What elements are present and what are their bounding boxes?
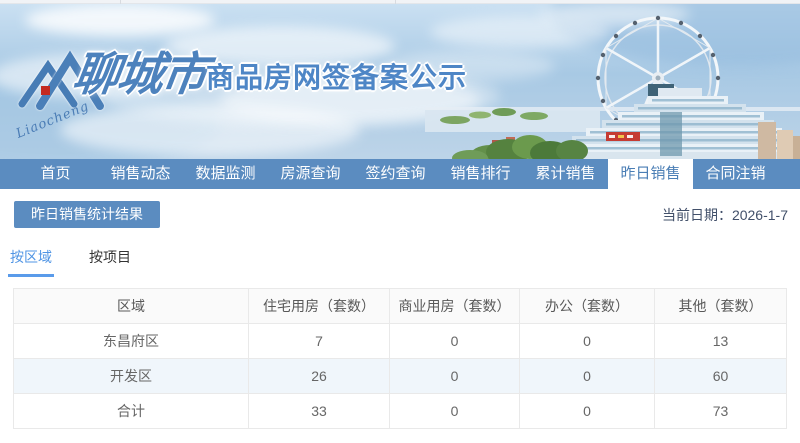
- main-nav: 首页 销售动态 数据监测 房源查询 签约查询 销售排行 累计销售 昨日销售 合同…: [0, 159, 800, 189]
- cell-office: 0: [519, 358, 655, 394]
- cell-commercial: 0: [389, 323, 520, 359]
- cell-region: 东昌府区: [13, 323, 249, 359]
- nav-item-yesterday-sales[interactable]: 昨日销售: [608, 159, 693, 189]
- top-strip-divider: [395, 0, 396, 4]
- cell-region: 开发区: [13, 358, 249, 394]
- nav-item-home[interactable]: 首页: [40, 165, 71, 182]
- tab-by-project[interactable]: 按项目: [89, 249, 131, 265]
- nav-item-cumulative-sales[interactable]: 累计销售: [535, 165, 596, 182]
- cell-office: 0: [519, 393, 655, 429]
- cell-other: 60: [654, 358, 787, 394]
- nav-item-contract-cancellation[interactable]: 合同注销: [705, 165, 766, 182]
- nav-item-sales-ranking[interactable]: 销售排行: [450, 165, 511, 182]
- nav-item-data-monitoring[interactable]: 数据监测: [195, 165, 256, 182]
- table-row: 东昌府区 7 0 0 13: [13, 323, 787, 359]
- city-name-calligraphy: 聊城市: [69, 47, 210, 101]
- cell-commercial: 0: [389, 358, 520, 394]
- cell-other: 73: [654, 393, 787, 429]
- building-illustration: [548, 84, 800, 159]
- nav-item-housing-query[interactable]: 房源查询: [280, 165, 341, 182]
- table-row: 开发区 26 0 0 60: [13, 358, 787, 394]
- table-row-total: 合计 33 0 0 73: [13, 393, 787, 429]
- view-tabs: 按区域 按项目: [8, 243, 788, 277]
- cell-residential: 33: [248, 393, 390, 429]
- main-content: 昨日销售统计结果 当前日期：2026-1-7 按区域 按项目 区域 住宅用房（套…: [0, 201, 800, 429]
- col-header-other: 其他（套数）: [654, 288, 787, 324]
- page-top-strip: [0, 0, 800, 4]
- current-date: 当前日期：2026-1-7: [662, 205, 788, 225]
- nav-item-sales-dynamics[interactable]: 销售动态: [110, 165, 171, 182]
- col-header-residential: 住宅用房（套数）: [248, 288, 390, 324]
- sales-statistics-table: 区域 住宅用房（套数） 商业用房（套数） 办公（套数） 其他（套数） 东昌府区 …: [13, 288, 787, 429]
- cell-other: 13: [654, 323, 787, 359]
- liaocheng-logo-icon: Liaocheng: [14, 50, 104, 138]
- nav-item-contract-query[interactable]: 签约查询: [365, 165, 426, 182]
- city-skyline-illustration: [0, 4, 800, 159]
- col-header-office: 办公（套数）: [519, 288, 655, 324]
- current-date-label: 当前日期：: [661, 206, 732, 223]
- treeline-illustration: [452, 135, 588, 159]
- cell-commercial: 0: [389, 393, 520, 429]
- cell-region: 合计: [13, 393, 249, 429]
- col-header-region: 区域: [13, 288, 249, 324]
- toolbar: 昨日销售统计结果 当前日期：2026-1-7: [14, 201, 788, 228]
- col-header-commercial: 商业用房（套数）: [389, 288, 520, 324]
- cell-office: 0: [519, 323, 655, 359]
- cell-residential: 7: [248, 323, 390, 359]
- page-title: 商品房网签备案公示: [206, 62, 468, 93]
- current-date-value: 2026-1-7: [731, 206, 788, 223]
- table-header-row: 区域 住宅用房（套数） 商业用房（套数） 办公（套数） 其他（套数）: [13, 288, 787, 324]
- cell-residential: 26: [248, 358, 390, 394]
- yesterday-sales-result-button[interactable]: 昨日销售统计结果: [14, 201, 160, 228]
- site-banner: Liaocheng 聊城市 商品房网签备案公示: [0, 4, 800, 159]
- tab-by-region[interactable]: 按区域: [8, 243, 54, 277]
- top-strip-divider: [120, 0, 121, 4]
